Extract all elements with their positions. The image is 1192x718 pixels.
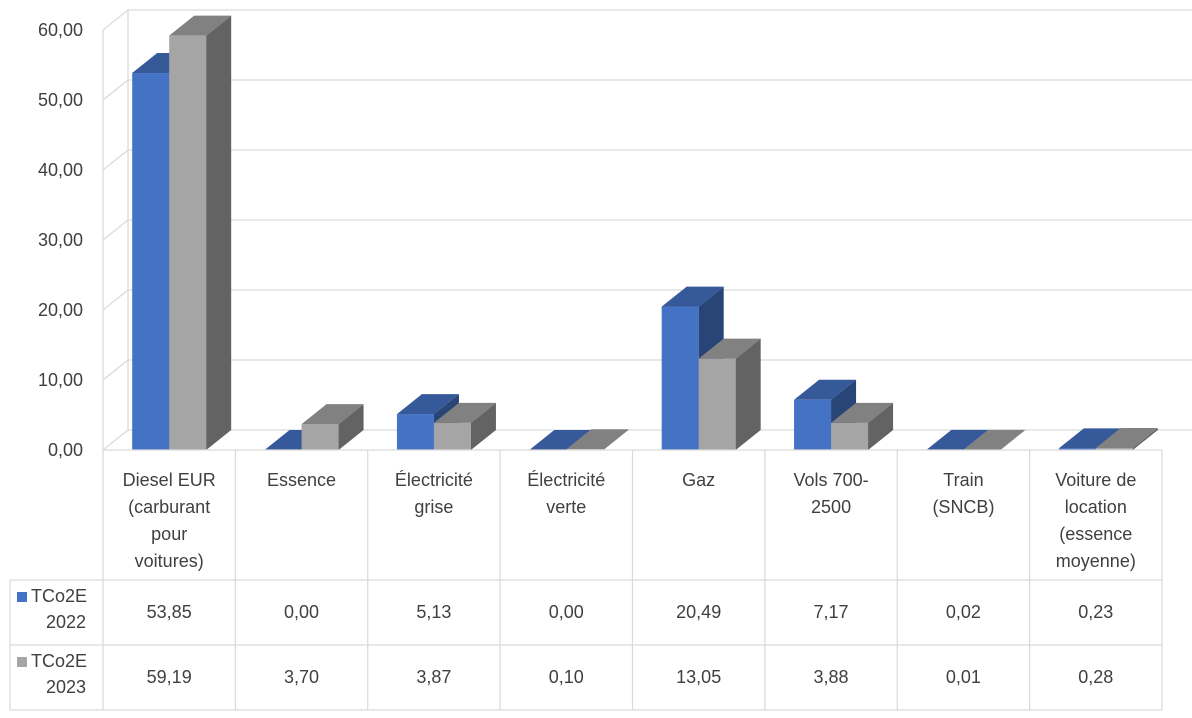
category-label: Train xyxy=(943,470,983,490)
data-label: 3,70 xyxy=(284,667,319,687)
category-label: Vols 700- xyxy=(794,470,869,490)
y-tick-label: 60,00 xyxy=(38,20,83,40)
legend-label: TCo2E xyxy=(31,651,87,671)
legend-label: 2023 xyxy=(46,677,86,697)
bar-front xyxy=(831,423,868,450)
y-tick-label: 50,00 xyxy=(38,90,83,110)
bar-front xyxy=(434,423,471,450)
bar-front xyxy=(132,73,169,450)
category-label: moyenne) xyxy=(1056,551,1136,571)
category-label: Essence xyxy=(267,470,336,490)
data-label: 0,00 xyxy=(549,602,584,622)
category-label: 2500 xyxy=(811,497,851,517)
category-label: pour xyxy=(151,524,187,544)
data-label: 0,10 xyxy=(549,667,584,687)
gridline-depth xyxy=(103,150,128,170)
legend-label: TCo2E xyxy=(31,586,87,606)
gridline-depth xyxy=(103,430,128,450)
category-label: Électricité xyxy=(527,470,605,490)
category-label: (carburant xyxy=(128,497,210,517)
data-label: 0,01 xyxy=(946,667,981,687)
y-tick-label: 10,00 xyxy=(38,370,83,390)
category-label: Gaz xyxy=(682,470,715,490)
data-label: 13,05 xyxy=(676,667,721,687)
data-label: 3,88 xyxy=(814,667,849,687)
data-label: 0,02 xyxy=(946,602,981,622)
bar-front xyxy=(302,424,339,450)
gridline-depth xyxy=(103,10,128,30)
y-tick-label: 30,00 xyxy=(38,230,83,250)
category-label: Électricité xyxy=(395,470,473,490)
category-label: Diesel EUR xyxy=(123,470,216,490)
category-label: location xyxy=(1065,497,1127,517)
bar-front xyxy=(662,307,699,450)
data-label: 3,87 xyxy=(416,667,451,687)
data-label: 7,17 xyxy=(814,602,849,622)
y-tick-label: 40,00 xyxy=(38,160,83,180)
category-label: (SNCB) xyxy=(932,497,994,517)
data-label: 53,85 xyxy=(147,602,192,622)
gridline-depth xyxy=(103,360,128,380)
bar-front xyxy=(169,36,206,450)
bar-front xyxy=(699,359,736,450)
legend-key xyxy=(17,657,27,667)
y-tick-label: 0,00 xyxy=(48,440,83,460)
data-label: 20,49 xyxy=(676,602,721,622)
category-label: verte xyxy=(546,497,586,517)
gridline-depth xyxy=(103,80,128,100)
category-label: (essence xyxy=(1059,524,1132,544)
bar-front xyxy=(397,414,434,450)
data-label: 0,28 xyxy=(1078,667,1113,687)
data-label: 59,19 xyxy=(147,667,192,687)
category-label: grise xyxy=(414,497,453,517)
category-label: voitures) xyxy=(135,551,204,571)
legend-label: 2022 xyxy=(46,612,86,632)
bar-side xyxy=(206,16,231,450)
y-tick-label: 20,00 xyxy=(38,300,83,320)
data-label: 5,13 xyxy=(416,602,451,622)
gridline-depth xyxy=(103,290,128,310)
legend-key xyxy=(17,592,27,602)
data-label: 0,00 xyxy=(284,602,319,622)
gridline-depth xyxy=(103,220,128,240)
category-label: Voiture de xyxy=(1055,470,1136,490)
data-label: 0,23 xyxy=(1078,602,1113,622)
bar-front xyxy=(794,400,831,450)
